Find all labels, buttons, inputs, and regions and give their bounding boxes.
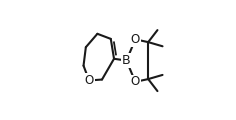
Text: O: O (131, 33, 140, 46)
Text: B: B (122, 54, 131, 67)
Text: O: O (84, 74, 94, 87)
Text: O: O (131, 75, 140, 88)
